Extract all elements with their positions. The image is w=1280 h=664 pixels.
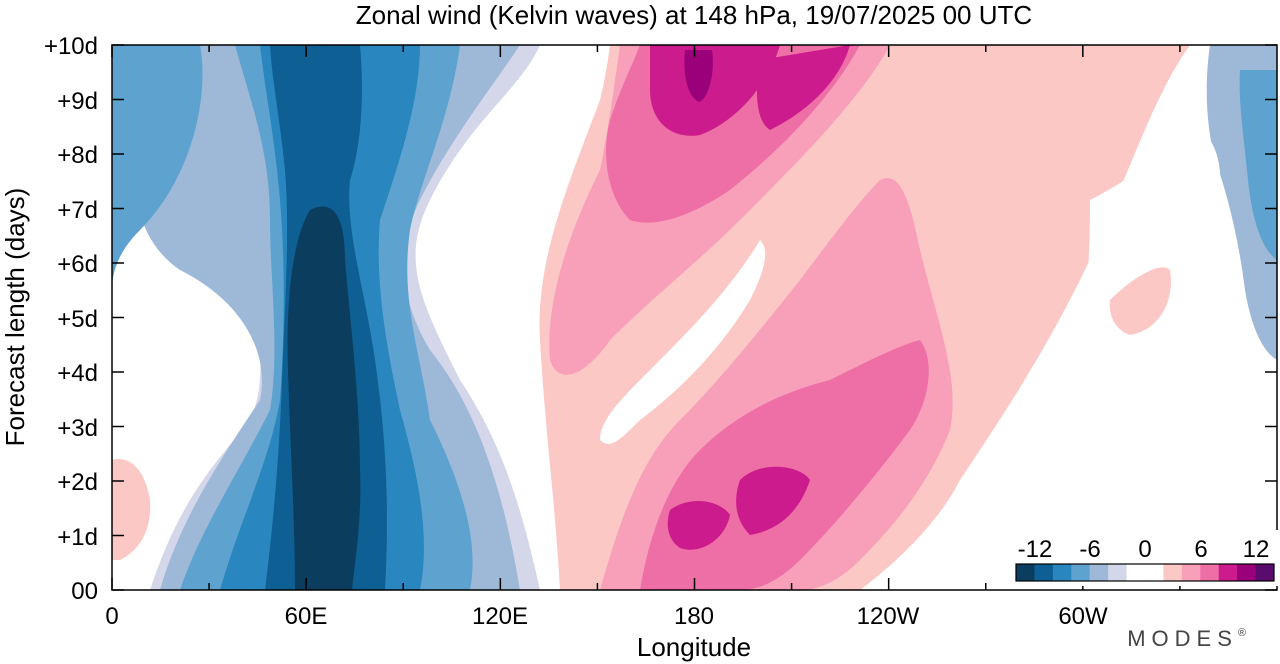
contour-pos-13 — [684, 50, 713, 102]
x-tick-label: 180 — [674, 603, 714, 630]
colorbar-cell — [1255, 564, 1275, 581]
y-tick-label: +3d — [57, 415, 98, 442]
x-tick-label: 0 — [105, 603, 118, 630]
colorbar-label: -12 — [1018, 536, 1053, 563]
x-tick-label: 60E — [285, 603, 328, 630]
colorbar-label: 6 — [1194, 536, 1207, 563]
x-axis-label: Longitude — [637, 632, 751, 662]
x-tick-labels: 0 60E 120E 180 120W 60W — [105, 603, 1108, 630]
contour-neg-east-core — [1239, 70, 1277, 260]
colorbar-frame — [1015, 563, 1275, 582]
y-tick-label: 00 — [71, 578, 98, 605]
colorbar-cell — [1052, 564, 1072, 581]
brand-logo: MODES® — [1127, 626, 1246, 651]
plot-frame — [111, 44, 1278, 591]
colorbar-cell — [1126, 564, 1146, 581]
colorbar-label: 12 — [1243, 536, 1270, 563]
colorbar-cell — [1200, 564, 1220, 581]
colorbar-label: 0 — [1138, 536, 1151, 563]
colorbar-cell — [1181, 564, 1201, 581]
y-axis-label: Forecast length (days) — [0, 188, 30, 447]
contour-pos-9b — [757, 45, 850, 130]
colorbar-cell — [1034, 564, 1054, 581]
contour-pos-9 — [650, 45, 780, 136]
plot-area — [111, 44, 1278, 591]
y-tick-label: +7d — [57, 197, 98, 224]
contour-zero-channel — [600, 240, 766, 444]
y-tick-label: +1d — [57, 524, 98, 551]
colorbar-cell — [1071, 564, 1091, 581]
x-tick-label: 60W — [1058, 603, 1108, 630]
y-tick-label: +5d — [57, 306, 98, 333]
colorbar-cell — [1089, 564, 1109, 581]
chart-title: Zonal wind (Kelvin waves) at 148 hPa, 19… — [356, 0, 1032, 30]
contour-neg-13 — [287, 206, 361, 590]
y-tick-label: +4d — [57, 360, 98, 387]
colorbar-label: -6 — [1079, 536, 1100, 563]
colorbar-cell — [1016, 564, 1035, 581]
y-tick-label: +6d — [57, 251, 98, 278]
colorbar-cell — [1145, 564, 1164, 581]
colorbar-cell — [1237, 564, 1257, 581]
y-tick-label: +8d — [57, 142, 98, 169]
contour-pos-9d — [667, 500, 730, 550]
contour-neg-7 — [112, 45, 203, 290]
colorbar-cell — [1108, 564, 1128, 581]
y-tick-labels: 00 +1d +2d +3d +4d +5d +6d +7d +8d +9d +… — [44, 33, 98, 605]
y-tick-label: +9d — [57, 88, 98, 115]
registered-mark: ® — [1238, 627, 1246, 639]
contour-pos-9c — [736, 466, 810, 535]
y-tick-label: +10d — [44, 33, 98, 60]
y-tick-label: +2d — [57, 469, 98, 496]
colorbar-cell — [1163, 564, 1183, 581]
colorbar: -12 -6 0 6 12 — [1008, 530, 1278, 586]
x-tick-label: 120W — [857, 603, 920, 630]
x-tick-label: 120E — [472, 603, 528, 630]
colorbar-cells — [1016, 564, 1275, 581]
colorbar-cell — [1218, 564, 1238, 581]
contour-pos-east-patch — [1109, 267, 1171, 335]
